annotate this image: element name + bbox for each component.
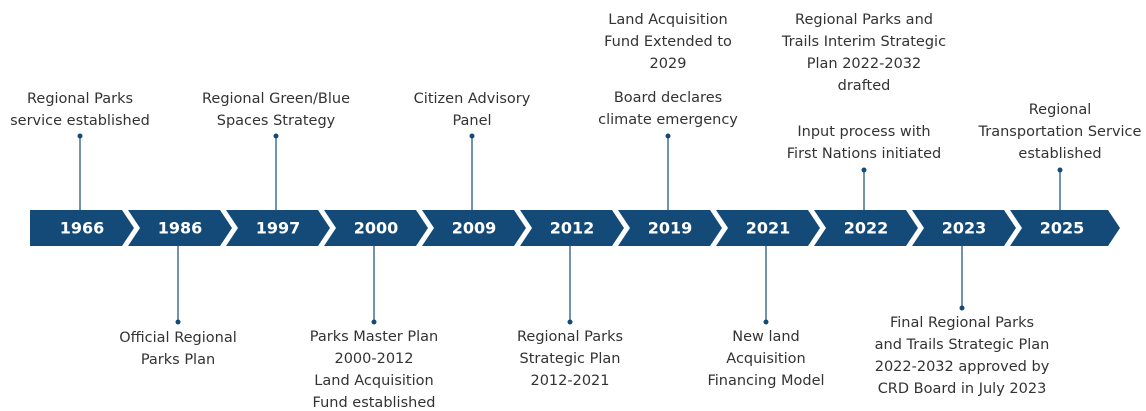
milestone-text: Regional Parks [517,329,623,345]
milestone-text: Fund Extended to [604,34,732,50]
chevron [618,210,722,246]
connector-dot [959,305,965,311]
year-label: 2023 [942,219,987,238]
milestone-text: Regional Parks [27,91,133,107]
milestone-text: Trails Interim Strategic [781,34,946,50]
connector-dot [273,133,279,139]
year-label: 2009 [452,219,497,238]
chevron [1010,210,1120,246]
connector-dot [77,133,83,139]
connector-dot [567,319,573,325]
milestone-text: Input process with [797,124,930,140]
milestone-text: Regional Parks and [795,12,933,28]
year-label: 1966 [60,219,105,238]
milestone-text: 2000-2012 [334,351,413,367]
milestone-text: Panel [452,113,491,129]
year-label: 2012 [550,219,595,238]
connector-dot [861,167,867,173]
milestone-text: established [1018,146,1101,162]
chevron [814,210,918,246]
year-label: 2019 [648,219,693,238]
milestone-text: Plan 2022-2032 [807,56,922,72]
milestone-text: New land [732,329,800,345]
milestone-text: 2022-2032 approved by [875,359,1050,375]
milestone-text: Regional [1029,102,1092,118]
milestone-text: Strategic Plan [519,351,620,367]
chevron [128,210,232,246]
milestone-text: Regional Green/Blue [202,91,350,107]
milestone-text: service established [10,113,150,129]
year-label: 1986 [158,219,203,238]
milestone-text: climate emergency [598,112,738,128]
milestone-text: Land Acquisition [608,12,727,28]
milestone-text: CRD Board in July 2023 [878,381,1047,397]
milestone-text: drafted [838,78,891,94]
milestone-text: Board declares [614,90,722,106]
milestone-text: Parks Master Plan [310,329,438,345]
milestone-text: Official Regional [119,330,237,346]
chevron [422,210,526,246]
milestone-text: Acquisition [726,351,805,367]
connector-dot [469,133,475,139]
connector-dot [1057,167,1063,173]
milestone-text: Parks Plan [141,352,215,368]
year-label: 1997 [256,219,301,238]
milestone-text: Citizen Advisory [414,91,531,107]
milestone-text: 2029 [650,56,687,72]
year-label: 2000 [354,219,399,238]
milestone-text: 2012-2021 [530,373,609,389]
milestone-text: Spaces Strategy [217,113,336,129]
milestone-text: and Trails Strategic Plan [875,337,1050,353]
milestone-text: Financing Model [707,373,824,389]
connector-dot [763,319,769,325]
year-label: 2025 [1040,219,1085,238]
milestone-text: Transportation Service [978,124,1142,140]
connector-dot [371,319,377,325]
year-label: 2022 [844,219,889,238]
chevron [716,210,820,246]
milestone-text: Fund established [313,395,436,411]
chevron [912,210,1016,246]
milestone-text: First Nations initiated [787,146,941,162]
chevron [520,210,624,246]
chevron [30,210,134,246]
milestone-text: Final Regional Parks [890,315,1034,331]
year-label: 2021 [746,219,791,238]
milestone-text: Land Acquisition [314,373,433,389]
chevron [324,210,428,246]
chevron [226,210,330,246]
connector-dot [665,133,671,139]
connector-dot [175,319,181,325]
